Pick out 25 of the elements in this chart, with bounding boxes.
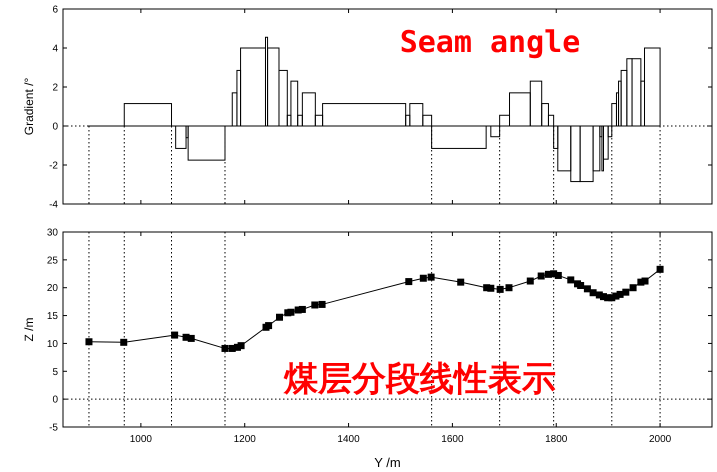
x-tick-label: 1600 [441,434,464,445]
annotation: 煤层分段线性表示 [283,359,556,399]
y-tick-label: 20 [46,283,58,294]
y-tick-label: 10 [46,338,58,350]
x-tick-label: 2000 [648,434,672,445]
x-axis-title: Y /m [374,455,401,470]
y-tick-label: -2 [49,160,58,172]
y-tick-label: 0 [52,122,58,132]
y-axis-title: Z /m [22,318,36,342]
y-tick-label: 30 [46,228,58,238]
y-tick-label: 4 [52,44,58,54]
y-tick-label: -4 [49,200,58,210]
x-tick-label: 1000 [130,434,152,445]
y-tick-label: 0 [52,394,58,406]
annotation: Seam angle [400,25,580,60]
y-tick-label: 5 [52,366,58,378]
y-tick-label: 25 [46,255,58,266]
x-tick-label: 1400 [337,434,360,445]
x-tick-label: 1200 [234,434,256,445]
x-tick-label: 1800 [545,434,568,445]
y-tick-label: 6 [52,4,58,16]
y-tick-label: 15 [46,311,58,322]
y-tick-label: -5 [49,422,58,434]
y-axis-title: Gradient /° [22,78,36,136]
y-tick-label: 2 [52,82,58,94]
